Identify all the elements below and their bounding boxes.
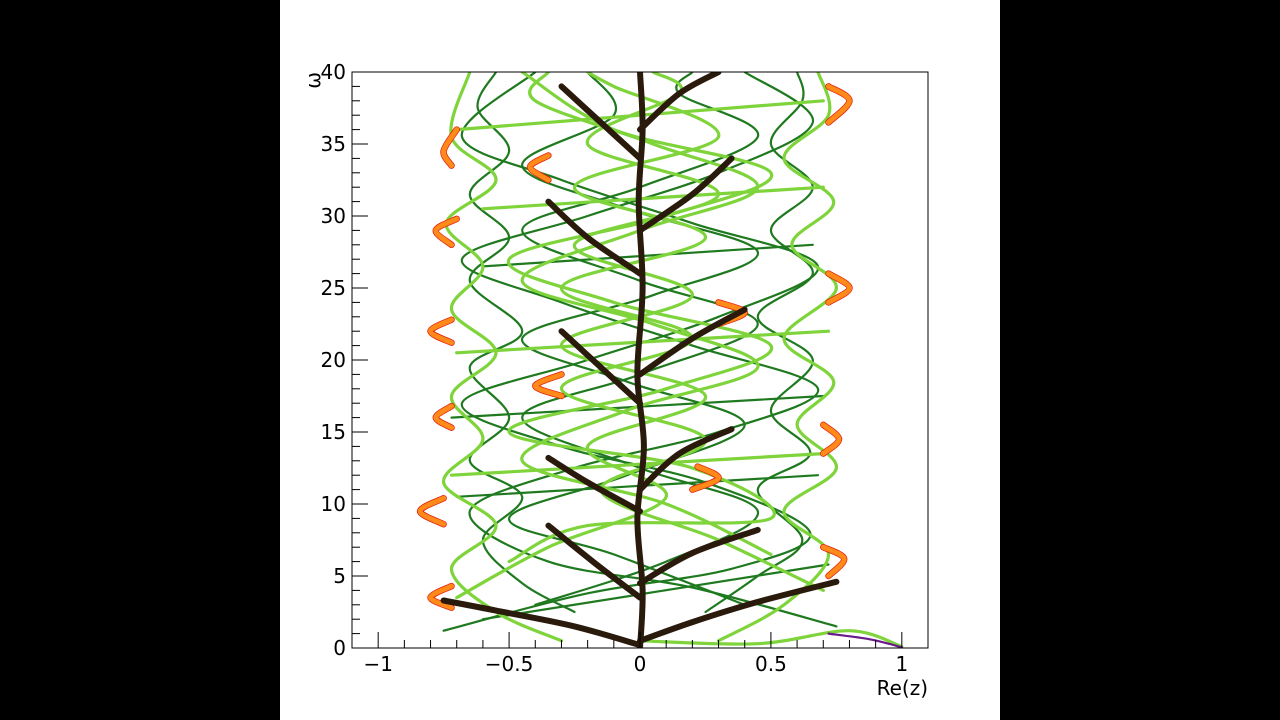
y-axis-title: ω	[301, 72, 325, 89]
plot-canvas: −1 −0.5 0 0.5 1 0 5 10 15 20 25 30 35 40 Re(z) ω	[280, 0, 1000, 720]
series-line-28	[442, 72, 820, 632]
series-line-2	[637, 578, 840, 644]
y-tick-label: 25	[321, 276, 346, 300]
series-line-21	[455, 329, 831, 355]
series-line-36	[433, 403, 454, 431]
series-line-18	[506, 72, 776, 564]
series-line-39	[441, 127, 460, 169]
series-line-1	[440, 597, 643, 648]
y-tick-label: 0	[333, 636, 346, 660]
x-axis-title: Re(z)	[877, 676, 928, 700]
series-line-29	[460, 72, 838, 628]
series-line-24	[468, 72, 576, 614]
series-line-12	[637, 72, 722, 133]
y-tick-label: 20	[321, 348, 346, 372]
series-line-34	[428, 583, 454, 611]
series-line-43	[826, 83, 852, 125]
series-line-11	[558, 83, 643, 162]
y-tick-label: 35	[321, 132, 346, 156]
series-line-48	[827, 632, 903, 648]
series-line-13	[638, 629, 904, 648]
chart-svg: −1 −0.5 0 0.5 1 0 5 10 15 20 25 30 35 40 Re(z) ω	[301, 60, 929, 700]
x-tick-label: 0	[634, 652, 647, 676]
series-line-40	[820, 544, 847, 579]
y-tick-label: 40	[321, 60, 346, 84]
series-line-41	[820, 422, 842, 457]
y-tick-label: 5	[333, 564, 346, 588]
series-line-22	[481, 185, 825, 211]
x-tick-label: 0.5	[755, 652, 787, 676]
curves-layer	[416, 72, 904, 648]
series-line-38	[433, 216, 460, 248]
series-line-45	[532, 371, 564, 399]
y-tick-label: 10	[321, 492, 346, 516]
series-line-14	[442, 72, 564, 643]
x-tick-label: 1	[895, 652, 908, 676]
series-line-3	[545, 522, 643, 601]
series-line-8	[637, 306, 748, 378]
series-line-5	[545, 454, 643, 515]
y-tick-label: 15	[321, 420, 346, 444]
x-axis: −1 −0.5 0 0.5 1	[363, 632, 908, 676]
series-line-19	[520, 72, 773, 556]
x-tick-label: −1	[363, 652, 392, 676]
series-line-6	[637, 426, 735, 493]
x-tick-label: −0.5	[485, 652, 534, 676]
series-line-26	[521, 72, 759, 606]
series-line-7	[558, 328, 643, 407]
y-axis: 0 5 10 15 20 25 30 35 40	[321, 60, 368, 660]
series-line-16	[455, 72, 721, 600]
series-line-42	[826, 271, 852, 305]
series-line-44	[689, 464, 721, 493]
series-line-10	[637, 155, 735, 234]
series-line-37	[428, 317, 454, 346]
series-line-27	[508, 72, 759, 606]
series-line-47	[527, 153, 551, 183]
series-line-33	[481, 243, 814, 268]
series-line-20	[449, 452, 825, 477]
series-line-9	[545, 198, 643, 277]
series-line-35	[417, 495, 447, 527]
series-line-4	[637, 526, 761, 587]
y-tick-label: 30	[321, 204, 346, 228]
